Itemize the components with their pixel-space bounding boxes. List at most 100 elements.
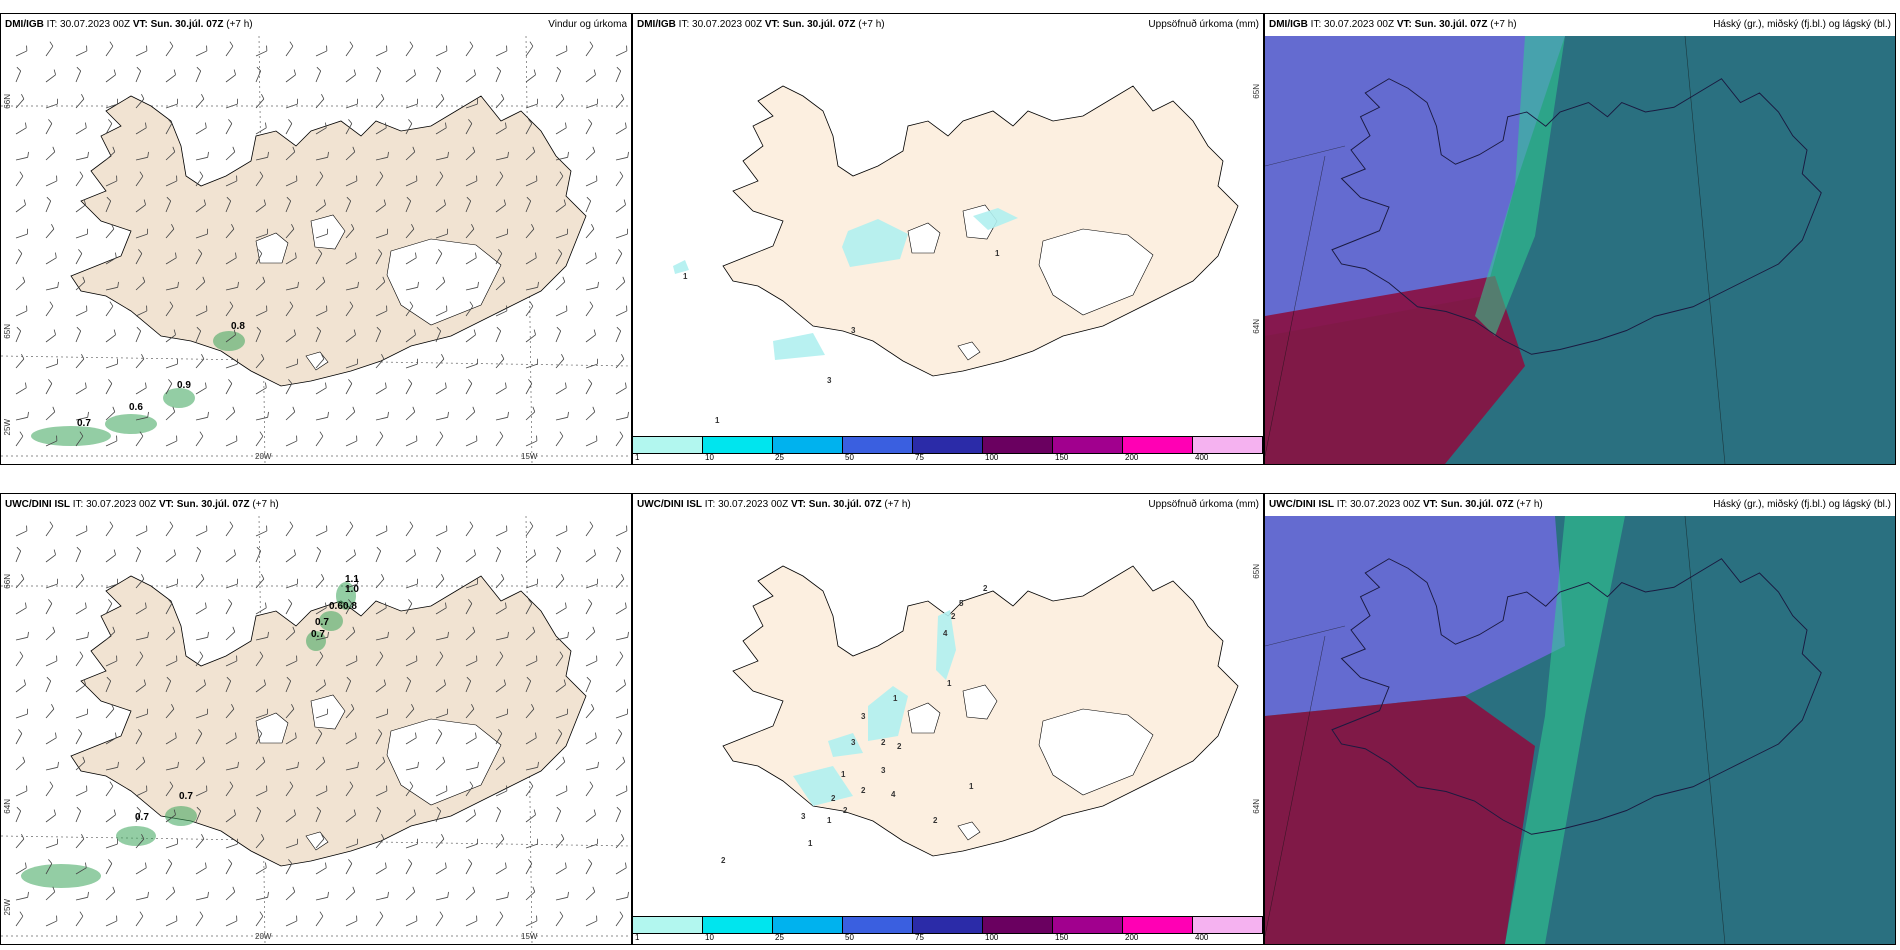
barb-shaft	[585, 525, 594, 537]
barb-shaft	[345, 45, 354, 57]
wind-map[interactable]	[1, 516, 631, 944]
wind-barb	[435, 411, 449, 421]
wind-barb	[45, 549, 56, 563]
barb-flag	[616, 546, 621, 552]
barb-shaft	[165, 257, 177, 265]
wind-barb	[15, 833, 25, 849]
wind-map[interactable]	[1, 36, 631, 464]
barb-shaft	[465, 737, 477, 745]
barb-flag	[563, 199, 566, 205]
wind-barb	[405, 886, 416, 901]
barb-flag	[532, 406, 536, 412]
wind-barb	[195, 199, 206, 213]
barb-shaft	[15, 416, 28, 421]
barb-flag	[326, 708, 329, 715]
wind-barb	[45, 41, 54, 57]
barb-shaft	[75, 810, 82, 823]
wind-barb	[555, 93, 565, 109]
barb-flag	[81, 353, 85, 360]
wind-barb	[345, 676, 352, 693]
barb-flag	[556, 326, 561, 332]
wind-barb	[315, 228, 329, 239]
cloud-map[interactable]	[1265, 516, 1895, 944]
barb-shaft	[15, 550, 22, 563]
barb-flag	[115, 252, 117, 258]
wind-barb	[495, 573, 505, 589]
barb-flag	[79, 911, 84, 917]
barb-shaft	[105, 631, 116, 641]
wind-barb	[225, 578, 239, 589]
barb-flag	[567, 631, 569, 638]
barb-shaft	[15, 790, 28, 797]
precip-map[interactable]	[633, 516, 1263, 916]
barb-shaft	[465, 785, 474, 797]
wind-barb	[525, 252, 537, 265]
wind-barb	[135, 911, 144, 927]
barb-shaft	[15, 127, 27, 135]
barb-shaft	[615, 915, 624, 927]
barb-shaft	[405, 363, 418, 369]
barb-shaft	[15, 70, 22, 83]
barb-flag	[626, 45, 628, 51]
wind-barb	[465, 146, 476, 161]
barb-flag	[616, 66, 621, 72]
barb-shaft	[45, 891, 56, 901]
barb-shaft	[495, 156, 508, 161]
wind-barb	[345, 196, 352, 213]
barb-flag	[436, 326, 441, 332]
wind-barb	[285, 626, 296, 641]
wind-barb	[135, 806, 142, 823]
barb-flag	[87, 151, 89, 158]
wind-barb	[345, 915, 358, 927]
barb-flag	[146, 708, 149, 715]
barb-shaft	[255, 156, 268, 161]
wind-barb	[15, 862, 27, 875]
barb-shaft	[495, 127, 507, 135]
barb-flag	[176, 838, 179, 845]
barb-shaft	[375, 838, 385, 849]
barb-shaft	[435, 50, 448, 57]
wind-barb	[225, 175, 238, 187]
barb-flag	[57, 281, 59, 288]
wind-barb	[345, 549, 356, 563]
barb-flag	[439, 431, 444, 437]
barb-shaft	[135, 684, 146, 693]
lead-time: (+7 h)	[858, 19, 885, 30]
barb-shaft	[315, 127, 327, 135]
wind-barb	[75, 199, 86, 213]
wind-barb	[285, 655, 298, 667]
barb-shaft	[375, 233, 388, 239]
wind-barb	[105, 549, 116, 563]
wind-barb	[285, 521, 294, 537]
wind-barb	[75, 785, 88, 797]
barb-shaft	[165, 228, 175, 239]
wind-barb	[75, 708, 89, 719]
barb-flag	[76, 546, 81, 552]
cloud-map[interactable]	[1265, 36, 1895, 464]
wind-barb	[615, 806, 622, 823]
precip-map[interactable]	[633, 36, 1263, 436]
barb-flag	[529, 781, 534, 787]
barb-shaft	[495, 204, 506, 213]
barb-flag	[112, 626, 116, 632]
barb-shaft	[435, 713, 448, 719]
panel-header: DMI/IGB IT: 30.07.2023 00Z VT: Sun. 30.j…	[1265, 14, 1895, 36]
wind-barb	[375, 602, 387, 615]
wind-barb	[195, 411, 209, 421]
wind-barb	[555, 45, 568, 57]
barb-shaft	[135, 358, 145, 369]
wind-barb	[195, 546, 202, 563]
barb-flag	[21, 573, 25, 580]
barb-shaft	[195, 655, 204, 667]
barb-flag	[346, 676, 351, 682]
barb-shaft	[465, 257, 477, 265]
barb-shaft	[105, 920, 118, 927]
barb-shaft	[45, 383, 53, 395]
barb-flag	[446, 525, 448, 531]
wind-barb	[345, 781, 354, 797]
barb-flag	[379, 171, 384, 177]
barb-flag	[86, 305, 88, 311]
barb-flag	[236, 655, 238, 661]
barb-flag	[561, 353, 565, 360]
barb-shaft	[375, 416, 388, 421]
